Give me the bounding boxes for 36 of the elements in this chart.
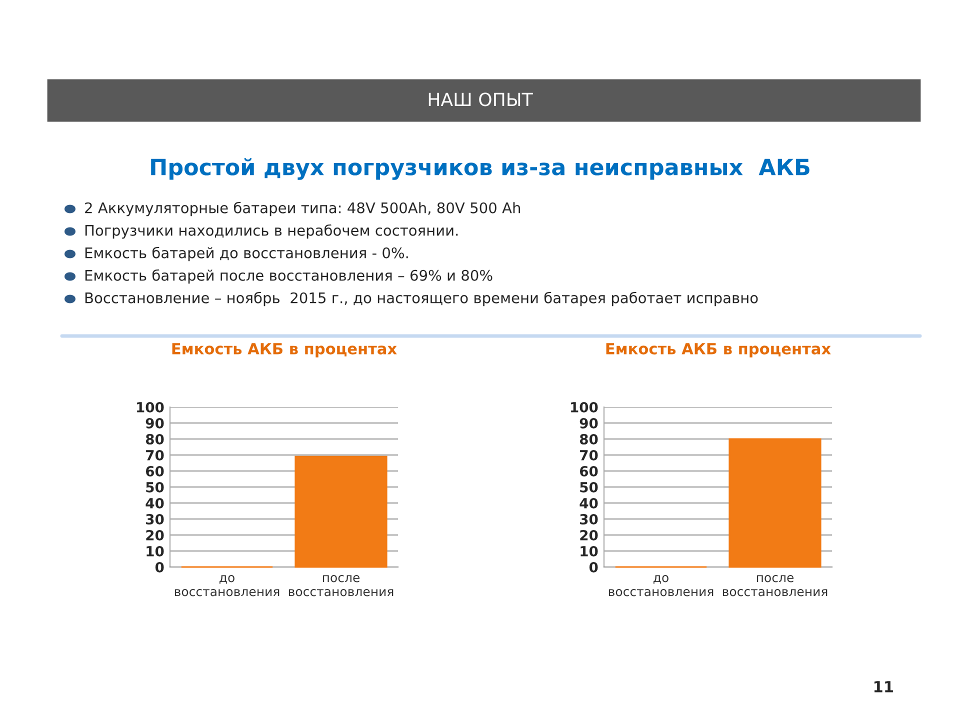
y-tick-label: 60 [580,466,598,476]
y-tick-label: 60 [146,466,164,476]
y-tick-label: 40 [146,498,164,508]
y-tick-label: 80 [146,434,164,444]
y-tick-label: 0 [589,562,598,572]
y-tick-label: 50 [580,482,598,492]
y-tick-label: 20 [146,530,164,540]
text: Емкость батарей до восстановления - 0%. [85,246,408,262]
y-tick-label: 80 [580,434,598,444]
y-tick-label: 10 [146,546,164,556]
x-tick-label: до восстановления [174,575,280,596]
x-tick-label: после восстановления [288,575,394,596]
text: 11 [874,681,893,692]
text: 2 Аккумуляторные батареи типа: 48V 500Ah, 80V 500 Ah [85,202,520,216]
y-tick-label: 20 [580,530,598,540]
y-tick-label: 0 [155,562,164,572]
y-tick-label: 50 [146,482,164,492]
y-tick-label: 100 [137,402,164,412]
y-tick-label: 40 [580,498,598,508]
text: Емкость батарей после восстановления – 69% и 80% [85,269,492,284]
y-tick-label: 30 [580,514,598,524]
y-tick-label: 70 [146,450,164,460]
x-tick-label: после восстановления [722,575,828,596]
text: НАШ ОПЫТ [428,92,533,106]
y-tick-label: 10 [580,546,598,556]
y-tick-label: 90 [580,418,598,428]
chart-title: Емкость АКБ в процентах [172,343,397,358]
y-tick-label: 70 [580,450,598,460]
text: Простой двух погрузчиков из-за неисправных АКБ [151,158,810,180]
text: Восстановление – ноябрь 2015 г., до настоящего времени батарея работает исправно [85,292,758,306]
y-tick-label: 90 [146,418,164,428]
text: Погрузчики находились в нерабочем состоянии. [85,224,458,239]
y-tick-label: 100 [571,402,598,412]
y-tick-label: 30 [146,514,164,524]
chart-title: Емкость АКБ в процентах [606,343,831,358]
x-tick-label: до восстановления [608,575,714,596]
